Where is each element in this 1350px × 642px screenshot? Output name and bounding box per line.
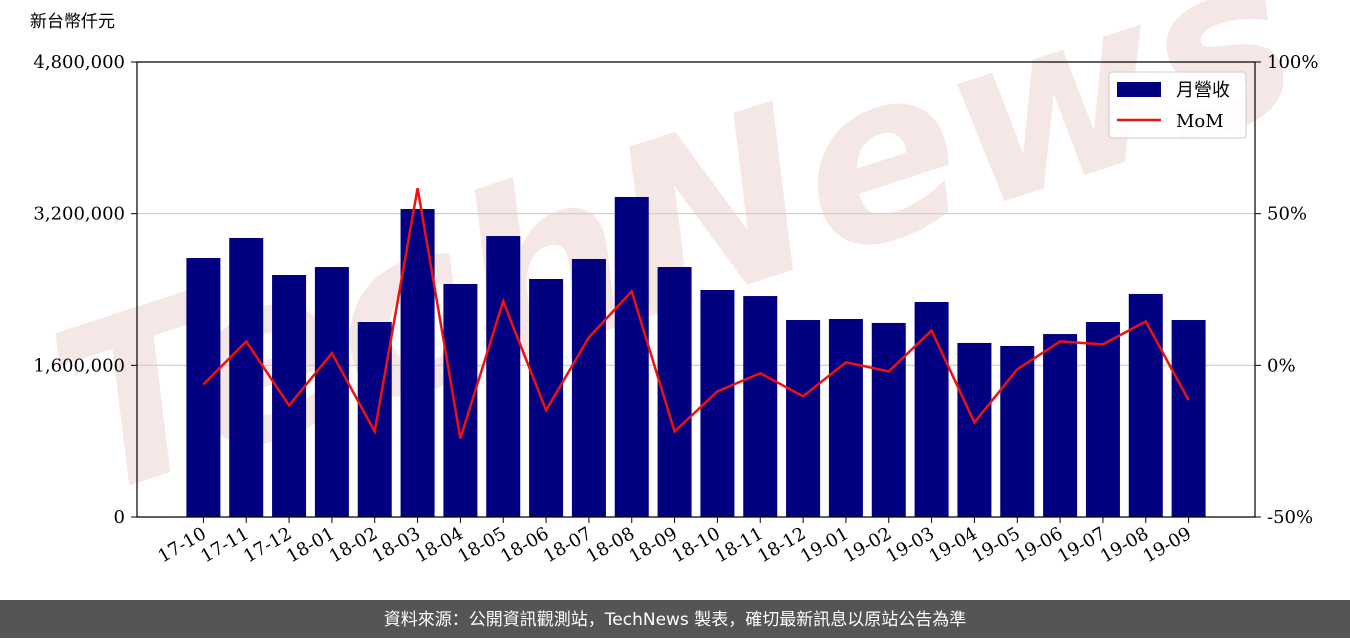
bar [272,274,307,517]
bar [828,318,863,517]
bar [957,342,992,517]
bar [743,296,778,517]
x-tick-label: 18-03 [369,523,424,567]
x-tick-label: 19-01 [797,523,852,567]
x-tick-label: 18-11 [711,523,766,567]
legend-label: 月營收 [1176,80,1230,101]
x-tick-label: 18-10 [668,523,723,567]
x-tick-label: 19-02 [840,523,895,567]
y2-tick-label: -50% [1267,507,1313,528]
bar [314,267,349,517]
y-tick-label: 0 [114,507,125,528]
legend-label: MoM [1176,111,1224,132]
x-tick-label: 19-08 [1097,523,1152,567]
x-tick-label: 19-09 [1140,523,1195,567]
y-tick-label: 1,600,000 [33,355,125,376]
x-tick-label: 17-12 [240,523,295,567]
bar [1000,345,1035,517]
x-tick-label: 18-12 [754,523,809,567]
legend-swatch [1117,82,1161,97]
bar [614,196,649,517]
legend: 月營收 MoM [1108,71,1247,139]
bar [871,322,906,517]
x-tick-label: 18-09 [626,523,681,567]
x-tick-label: 18-05 [454,523,509,567]
x-tick-label: 19-07 [1054,523,1109,567]
x-tick-label: 18-07 [540,523,595,567]
y-tick-label: 3,200,000 [33,204,125,225]
bar [486,236,521,517]
x-tick-label: 19-03 [883,523,938,567]
y2-tick-label: 100% [1267,52,1318,73]
plot-frame [136,61,1256,518]
x-tick-label: 19-06 [1011,523,1066,567]
bar [571,258,606,517]
x-tick-label: 18-08 [583,523,638,567]
x-tick-label: 18-02 [326,523,381,567]
bar [357,322,392,517]
y2-tick-label: 0% [1267,355,1296,376]
bar [1043,334,1078,517]
bar [186,258,221,517]
y-tick-label: 4,800,000 [33,52,125,73]
x-tick-label: 19-05 [968,523,1023,567]
bar [1085,322,1120,517]
x-tick-label: 19-04 [925,523,980,567]
bar [1128,293,1163,517]
y2-tick-label: 50% [1267,204,1307,225]
x-tick-label: 18-01 [283,523,338,567]
footer-band [0,600,1350,638]
x-tick-label: 17-11 [197,523,252,567]
bar [786,320,821,517]
bar [1171,320,1206,517]
x-tick-label: 18-04 [411,523,466,567]
y-axis-label: 新台幣仟元 [30,12,115,32]
bar [914,302,949,517]
bar [229,238,264,517]
bar [529,278,564,517]
mom-line [202,187,1190,439]
source-note: 資料來源：公開資訊觀測站，TechNews 製表，確切最新訊息以原站公告為準 [384,610,966,630]
x-tick-label: 18-06 [497,523,552,567]
